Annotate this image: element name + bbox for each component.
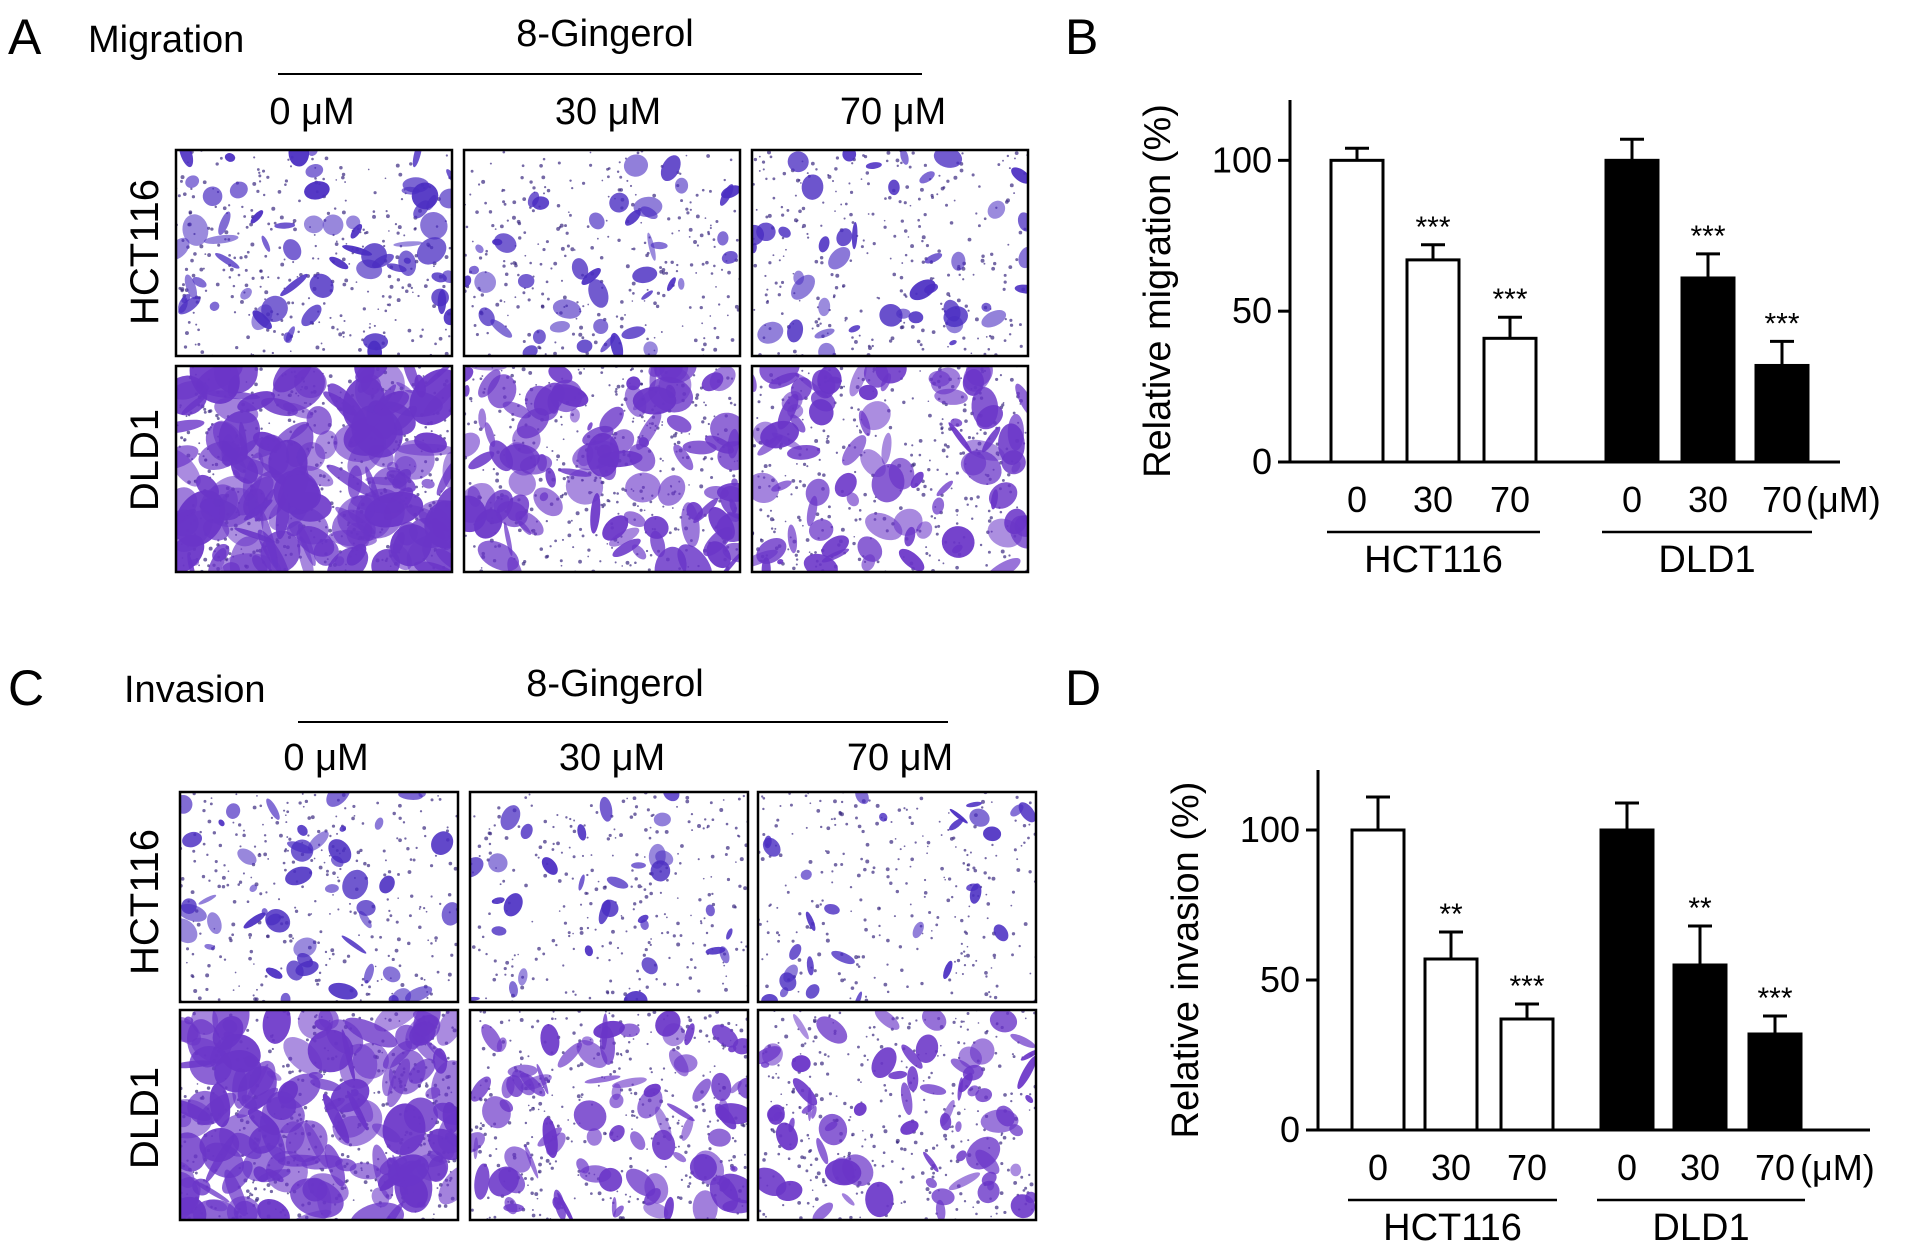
x-tick-label: 30 — [1431, 1147, 1471, 1188]
x-tick-label: 0 — [1622, 479, 1642, 520]
panel-c-image-dld1-70 — [756, 1008, 1038, 1222]
y-tick-label: 50 — [1232, 290, 1272, 331]
group-label-hct116: HCT116 — [1383, 1207, 1522, 1249]
panel-b: B 0 50 100 Relative migration (%) 0 *** 30 *** 7… — [1065, 9, 1881, 581]
panel-c: C Invasion 8-Gingerol 0 μM 30 μM 70 μM H… — [8, 660, 1038, 1222]
panel-c-conc-0: 0 μM — [283, 737, 368, 779]
significance-label: *** — [1764, 307, 1799, 340]
bar-dld1-30 — [1680, 276, 1736, 464]
bar-hct116-30 — [1423, 957, 1479, 1132]
panel-c-letter: C — [8, 660, 44, 716]
panel-a-conc-1: 30 μM — [555, 91, 661, 133]
significance-label: *** — [1757, 982, 1792, 1015]
significance-label: ** — [1688, 892, 1712, 925]
panel-a-row-hct116: HCT116 — [123, 179, 167, 325]
panel-a-row-dld1: DLD1 — [123, 409, 167, 511]
bar-hct116-0 — [1350, 828, 1406, 1132]
panel-a-letter: A — [8, 9, 42, 65]
panel-a-image-hct116-70 — [750, 148, 1030, 358]
bar-hct116-0 — [1329, 158, 1385, 464]
bar-dld1-70 — [1754, 363, 1810, 464]
significance-label: *** — [1415, 211, 1450, 244]
panel-c-conc-1: 30 μM — [559, 737, 665, 779]
x-unit-label: (μM) — [1800, 1147, 1875, 1188]
panel-a: A Migration 8-Gingerol 0 μM 30 μM 70 μM … — [8, 9, 1030, 574]
group-label-hct116: HCT116 — [1364, 539, 1503, 581]
bar-hct116-70 — [1482, 336, 1538, 464]
panel-c-treatment-label: 8-Gingerol — [526, 663, 703, 705]
bar-dld1-0 — [1599, 828, 1655, 1132]
panel-d-letter: D — [1065, 660, 1101, 716]
group-label-dld1: DLD1 — [1658, 539, 1755, 581]
panel-a-conc-0: 0 μM — [269, 91, 354, 133]
x-tick-label: 30 — [1413, 479, 1453, 520]
panel-a-image-dld1-30 — [462, 364, 742, 574]
y-axis-label: Relative migration (%) — [1137, 104, 1179, 478]
panel-b-letter: B — [1065, 9, 1098, 65]
x-tick-label: 0 — [1617, 1147, 1637, 1188]
significance-label: ** — [1439, 898, 1463, 931]
panel-a-conc-2: 70 μM — [840, 91, 946, 133]
panel-d-bar-chart: 0 50 100 Relative invasion (%) 0 ** 30 *** 70 HCT… — [1165, 770, 1875, 1249]
panel-c-image-hct116-0 — [178, 790, 460, 1004]
panel-a-image-dld1-0 — [174, 364, 454, 574]
bar-dld1-70 — [1747, 1032, 1803, 1132]
panel-c-assay-label: Invasion — [124, 669, 266, 711]
panel-a-assay-label: Migration — [88, 19, 244, 61]
y-tick-label: 100 — [1240, 809, 1300, 850]
panel-d: D 0 50 100 Relative invasion (%) 0 ** 30 *** 70 H… — [1065, 660, 1875, 1249]
y-axis-label: Relative invasion (%) — [1165, 782, 1207, 1139]
y-tick-label: 0 — [1252, 441, 1272, 482]
panel-a-micrograph-grid — [174, 148, 1030, 574]
y-tick-label: 0 — [1280, 1109, 1300, 1150]
panel-b-bar-chart: 0 50 100 Relative migration (%) 0 *** 30 *** 70 H… — [1137, 100, 1881, 581]
y-tick-label: 100 — [1212, 139, 1272, 180]
panel-a-treatment-label: 8-Gingerol — [516, 13, 693, 55]
bar-dld1-30 — [1672, 963, 1728, 1132]
panel-c-row-hct116: HCT116 — [123, 829, 167, 975]
x-tick-label: 70 — [1507, 1147, 1547, 1188]
significance-label: *** — [1492, 283, 1527, 316]
x-tick-label: 70 — [1490, 479, 1530, 520]
panel-c-image-hct116-70 — [756, 790, 1038, 1004]
panel-a-image-hct116-0 — [174, 148, 454, 358]
panel-c-image-dld1-0 — [178, 1008, 460, 1222]
bar-dld1-0 — [1604, 158, 1660, 464]
panel-a-image-dld1-70 — [750, 364, 1030, 574]
x-unit-label: (μM) — [1806, 479, 1881, 520]
x-tick-label: 0 — [1347, 479, 1367, 520]
panel-c-image-hct116-30 — [468, 790, 750, 1004]
group-label-dld1: DLD1 — [1652, 1207, 1749, 1249]
panel-c-micrograph-grid — [178, 790, 1038, 1222]
significance-label: *** — [1509, 970, 1544, 1003]
x-tick-label: 70 — [1762, 479, 1802, 520]
x-tick-label: 0 — [1368, 1147, 1388, 1188]
panel-c-conc-2: 70 μM — [847, 737, 953, 779]
bar-hct116-70 — [1499, 1017, 1555, 1132]
panel-c-row-dld1: DLD1 — [123, 1067, 167, 1169]
x-tick-label: 30 — [1680, 1147, 1720, 1188]
panel-c-image-dld1-30 — [468, 1008, 750, 1222]
bar-hct116-30 — [1405, 258, 1461, 464]
significance-label: *** — [1690, 220, 1725, 253]
x-tick-label: 70 — [1755, 1147, 1795, 1188]
y-tick-label: 50 — [1260, 959, 1300, 1000]
panel-a-image-hct116-30 — [462, 148, 742, 358]
x-tick-label: 30 — [1688, 479, 1728, 520]
